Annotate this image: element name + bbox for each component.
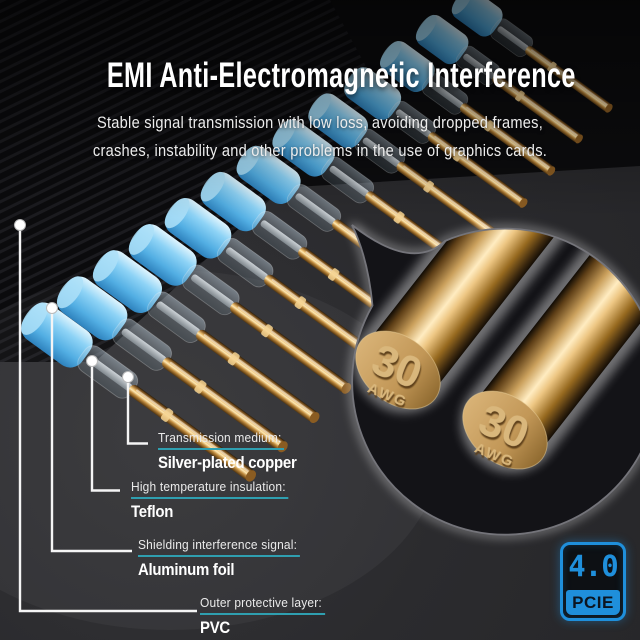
callout-value: Silver-plated copper (158, 453, 297, 472)
callout-line-copper (126, 382, 148, 445)
callout-label: High temperature insulation: (131, 480, 289, 499)
callout-dot-copper (122, 371, 134, 383)
callout-outer-layer: Outer protective layer: PVC (200, 594, 336, 638)
callout-dot-pvc (14, 219, 26, 231)
callout-line-aluminum (50, 313, 132, 553)
page-subtitle: Stable signal transmission with low loss… (45, 109, 595, 165)
callout-line-pvc (18, 230, 197, 613)
callout-insulation: High temperature insulation: Teflon (131, 478, 302, 522)
subtitle-line-1: Stable signal transmission with low loss… (96, 113, 544, 132)
callout-lines (18, 230, 197, 613)
callout-line-teflon (90, 366, 120, 492)
callout-shielding: Shielding interference signal: Aluminum … (138, 536, 314, 580)
pcie-standard-bar: PCIE (566, 590, 620, 615)
callout-value: Aluminum foil (138, 560, 235, 579)
callout-label: Transmission medium: (158, 431, 285, 450)
callout-value: Teflon (131, 502, 174, 521)
callout-dot-teflon (86, 355, 98, 367)
callout-label: Shielding interference signal: (138, 538, 300, 557)
top-shadow-overlay (0, 0, 640, 218)
callout-label: Outer protective layer: (200, 596, 325, 615)
callout-value: PVC (200, 618, 230, 637)
pcie-standard-label: PCIE (572, 592, 614, 612)
callout-transmission-medium: Transmission medium: Silver-plated coppe… (158, 429, 315, 473)
pcie-version-number: 4.0 (568, 549, 618, 583)
subtitle-line-2: crashes, instability and other problems … (92, 141, 548, 160)
magnifier-content: 30 AWG 30 AWG (352, 225, 640, 535)
magnifier-circle: 30 AWG 30 AWG (349, 222, 640, 538)
magnifier-rim (351, 224, 640, 536)
page-title: EMI Anti-Electromagnetic Interference (106, 56, 576, 95)
callout-dots (14, 219, 134, 383)
callout-dot-aluminum (46, 302, 58, 314)
pcie-version-badge: 4.0 PCIE (560, 542, 626, 621)
